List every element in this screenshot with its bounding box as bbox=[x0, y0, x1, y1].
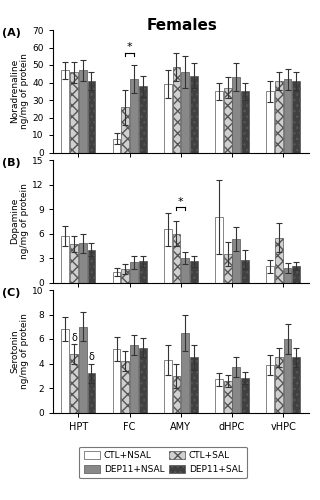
Bar bbox=[275, 358, 283, 412]
Bar bbox=[121, 107, 129, 152]
Bar bbox=[284, 79, 292, 152]
Bar bbox=[172, 234, 180, 282]
Bar bbox=[275, 80, 283, 152]
Bar bbox=[190, 76, 198, 152]
Bar bbox=[113, 272, 120, 282]
Bar bbox=[275, 238, 283, 282]
Y-axis label: Serotonin
ng/mg of protein: Serotonin ng/mg of protein bbox=[10, 314, 29, 389]
Bar bbox=[224, 254, 232, 282]
Bar bbox=[215, 91, 223, 152]
Bar bbox=[172, 66, 180, 152]
Bar bbox=[172, 376, 180, 412]
Y-axis label: Noradrenaline
ng/mg of protein: Noradrenaline ng/mg of protein bbox=[10, 54, 29, 129]
Bar bbox=[70, 354, 78, 412]
Bar bbox=[139, 86, 147, 152]
Bar bbox=[139, 262, 147, 282]
Bar bbox=[241, 378, 249, 412]
Bar bbox=[292, 358, 300, 412]
Y-axis label: Dopamine
ng/mg of protein: Dopamine ng/mg of protein bbox=[10, 184, 29, 259]
Bar bbox=[61, 329, 69, 412]
Text: *: * bbox=[178, 197, 184, 207]
Text: (B): (B) bbox=[2, 158, 20, 168]
Bar bbox=[88, 80, 95, 152]
Bar bbox=[88, 374, 95, 412]
Bar bbox=[130, 262, 138, 282]
Bar bbox=[113, 138, 120, 152]
Text: Females: Females bbox=[147, 18, 218, 32]
Bar bbox=[292, 266, 300, 282]
Bar bbox=[232, 239, 240, 282]
Bar bbox=[164, 360, 172, 412]
Bar bbox=[284, 268, 292, 282]
Bar bbox=[79, 327, 87, 412]
Bar bbox=[164, 230, 172, 282]
Bar bbox=[190, 262, 198, 282]
Text: (A): (A) bbox=[2, 28, 20, 38]
Bar bbox=[292, 80, 300, 152]
Bar bbox=[70, 244, 78, 282]
Bar bbox=[130, 345, 138, 412]
Bar bbox=[121, 361, 129, 412]
Text: *: * bbox=[127, 42, 132, 52]
Bar bbox=[70, 72, 78, 152]
Text: (C): (C) bbox=[2, 288, 20, 298]
Bar bbox=[79, 244, 87, 282]
Bar bbox=[224, 380, 232, 412]
Bar bbox=[139, 348, 147, 412]
Bar bbox=[215, 217, 223, 282]
Bar bbox=[181, 333, 189, 412]
Bar bbox=[266, 364, 274, 412]
Bar bbox=[241, 91, 249, 152]
Bar bbox=[181, 258, 189, 282]
Bar bbox=[232, 77, 240, 152]
Legend: CTL+NSAL, DEP11+NSAL, CTL+SAL, DEP11+SAL: CTL+NSAL, DEP11+NSAL, CTL+SAL, DEP11+SAL bbox=[79, 446, 247, 478]
Bar bbox=[266, 91, 274, 152]
Bar bbox=[190, 358, 198, 412]
Bar bbox=[215, 380, 223, 412]
Bar bbox=[61, 70, 69, 152]
Bar bbox=[181, 72, 189, 152]
Bar bbox=[224, 88, 232, 152]
Bar bbox=[241, 260, 249, 282]
Bar bbox=[266, 266, 274, 282]
Bar bbox=[284, 339, 292, 412]
Bar bbox=[164, 84, 172, 152]
Bar bbox=[121, 268, 129, 282]
Bar bbox=[61, 236, 69, 282]
Bar bbox=[113, 349, 120, 412]
Text: δ: δ bbox=[71, 332, 77, 342]
Bar bbox=[88, 250, 95, 282]
Bar bbox=[130, 79, 138, 152]
Text: δ: δ bbox=[89, 352, 94, 362]
Bar bbox=[79, 70, 87, 152]
Bar bbox=[232, 367, 240, 412]
